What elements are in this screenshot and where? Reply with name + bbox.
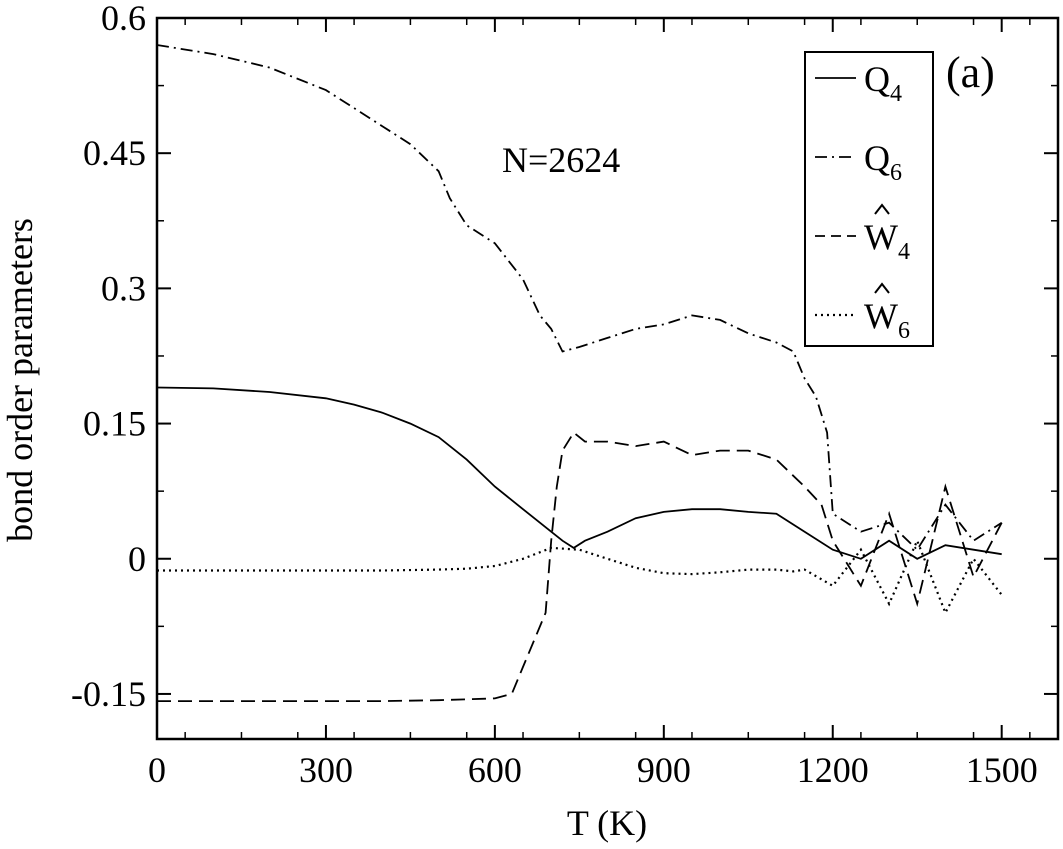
- series-w4-hat: [157, 431, 1003, 702]
- x-tick-label: 300: [299, 750, 353, 790]
- series-line: [156, 44, 1003, 552]
- y-axis-title: bond order parameters: [0, 218, 40, 542]
- sample-size-annotation: N=2624: [502, 140, 620, 180]
- series-line: [157, 431, 1003, 702]
- plot-frame: [155, 16, 1060, 741]
- series-line: [156, 386, 1002, 560]
- series-q4: [156, 386, 1002, 560]
- y-tick-label: 0.45: [83, 133, 146, 173]
- x-tick-label: 0: [148, 750, 166, 790]
- x-tick-label: 1500: [966, 750, 1038, 790]
- hat-accent-icon: [874, 282, 890, 294]
- series-q6: [156, 44, 1003, 552]
- axis-ticks: [156, 17, 1058, 739]
- x-tick-label: 900: [637, 750, 691, 790]
- legend-box: [804, 51, 934, 347]
- x-axis-title: T (K): [567, 803, 647, 843]
- y-tick-label: 0.3: [101, 268, 146, 308]
- tick-labels: 0 300 600 900 1200 1500-0.1500.150.30.450.6: [71, 0, 1038, 790]
- series-layer: [156, 44, 1003, 702]
- x-tick-label: 1200: [797, 750, 869, 790]
- y-tick-label: 0.6: [101, 0, 146, 38]
- x-tick-label: 600: [468, 750, 522, 790]
- hat-accent-icon: [874, 203, 890, 215]
- panel-label: (a): [946, 48, 995, 97]
- y-tick-label: 0: [128, 539, 146, 579]
- y-tick-label: 0.15: [83, 404, 146, 444]
- y-tick-label: -0.15: [71, 674, 146, 714]
